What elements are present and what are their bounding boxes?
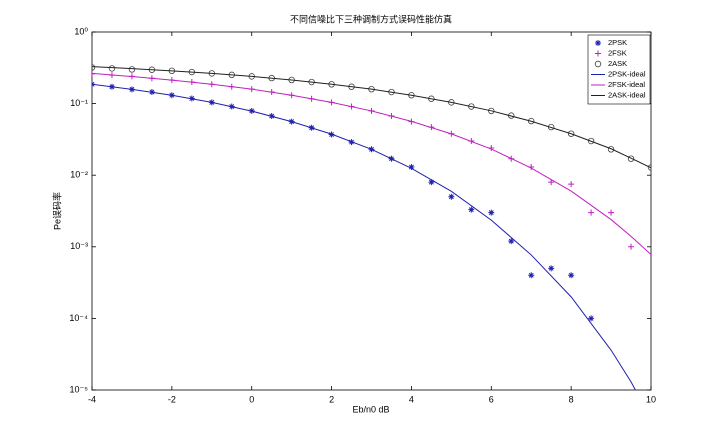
data-point: [508, 238, 515, 245]
data-point: [468, 103, 475, 110]
data-point: [628, 243, 635, 250]
data-point: [408, 164, 415, 171]
data-point: [448, 193, 455, 200]
data-point: [587, 137, 595, 145]
legend-label: 2PSK-ideal: [608, 69, 646, 78]
legend-swatch: [595, 40, 601, 46]
data-point: [568, 181, 575, 188]
x-tick-label: 6: [489, 394, 494, 404]
plot-frame: [91, 31, 652, 391]
x-tick-label: 8: [569, 394, 574, 404]
legend-label: 2PSK: [608, 38, 627, 47]
data-point: [108, 65, 116, 72]
chart-title: 不同信噪比下三种调制方式误码性能仿真: [290, 13, 452, 24]
data-point: [568, 272, 575, 279]
data-point: [128, 66, 136, 73]
ideal-curve: [92, 72, 651, 255]
x-tick-label: 10: [646, 394, 656, 404]
y-tick-label: 10⁰: [74, 26, 88, 36]
ideal-curve: [92, 83, 636, 390]
legend-label: 2ASK: [608, 59, 627, 68]
y-tick-label: 10⁻¹: [70, 98, 88, 108]
legend-box: [587, 34, 651, 105]
data-point: [548, 179, 555, 186]
data-point: [588, 315, 595, 322]
data-point: [428, 179, 435, 186]
data-point: [588, 209, 595, 216]
legend-swatch: [594, 60, 602, 68]
data-point: [488, 107, 495, 115]
ideal-curve: [92, 66, 651, 169]
data-point: [468, 206, 475, 213]
data-point: [567, 130, 575, 137]
y-tick-label: 10⁻³: [70, 241, 88, 251]
x-tick-label: -2: [168, 394, 176, 404]
data-point: [608, 209, 615, 216]
data-point: [488, 209, 495, 216]
y-tick-label: 10⁻⁴: [69, 313, 88, 323]
x-axis-label: Eb/n0 dB: [352, 404, 389, 414]
x-tick-label: 2: [329, 394, 334, 404]
legend-label: 2ASK-ideal: [608, 90, 646, 99]
data-point: [627, 155, 635, 162]
data-point: [92, 64, 96, 71]
legend-label: 2FSK-ideal: [608, 80, 645, 89]
legend-label: 2FSK: [608, 48, 627, 57]
data-point: [647, 164, 651, 171]
data-point: [607, 146, 615, 153]
data-point: [548, 265, 555, 272]
x-tick-label: 0: [249, 394, 254, 404]
plot-area: [92, 64, 651, 390]
y-axis-label: Pe误码率: [51, 192, 62, 230]
legend-swatch: [595, 50, 601, 57]
y-tick-label: 10⁻²: [70, 170, 88, 180]
data-point: [528, 272, 535, 279]
data-point: [528, 117, 535, 125]
y-tick-label: 10⁻⁵: [70, 384, 89, 394]
x-tick-label: -4: [88, 394, 96, 404]
x-tick-label: 4: [409, 394, 414, 404]
